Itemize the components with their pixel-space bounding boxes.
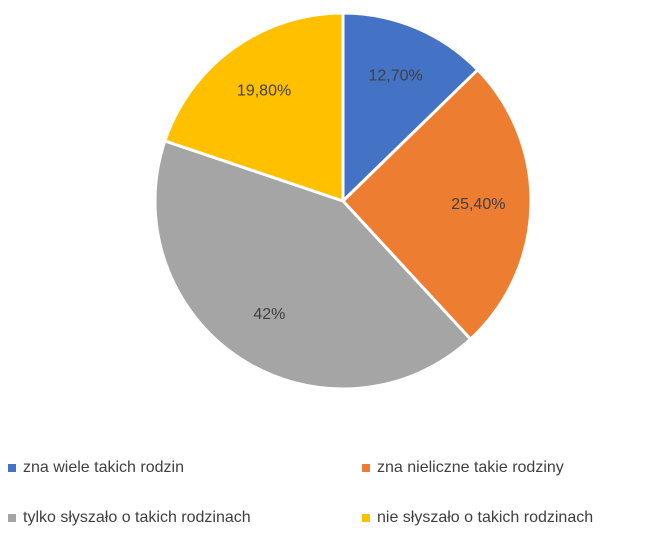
pie-slice <box>340 67 533 342</box>
legend-marker <box>8 514 16 522</box>
legend-label: zna nieliczne takie rodziny <box>377 459 564 476</box>
pie-slice <box>341 11 480 205</box>
legend-marker <box>8 464 16 472</box>
legend-label: nie słyszało o takich rodzinach <box>377 509 593 526</box>
pie-slice <box>153 138 473 391</box>
legend-marker <box>362 514 370 522</box>
legend-label: tylko słyszało o takich rodzinach <box>23 509 251 526</box>
legend-label: zna wiele takich rodzin <box>23 459 184 476</box>
pie-slice <box>162 11 345 204</box>
data-label: 19,80% <box>237 82 291 99</box>
data-label: 42% <box>253 306 285 323</box>
data-label: 12,70% <box>369 68 423 85</box>
data-label: 25,40% <box>451 196 505 213</box>
legend-marker <box>362 464 370 472</box>
